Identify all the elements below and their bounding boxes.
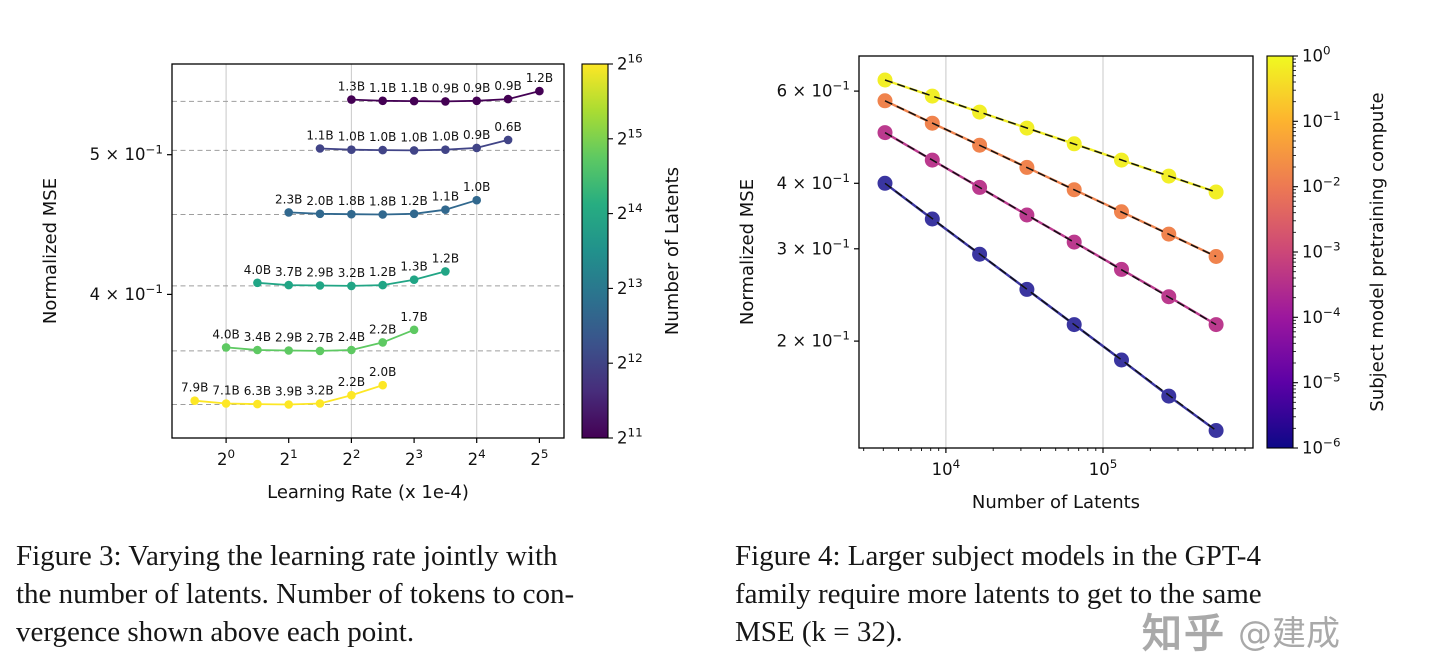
svg-text:20: 20: [217, 447, 235, 469]
svg-text:1.1B: 1.1B: [400, 81, 427, 95]
svg-text:7.1B: 7.1B: [212, 384, 239, 398]
svg-text:2.9B: 2.9B: [275, 331, 302, 345]
svg-text:23: 23: [405, 447, 423, 469]
svg-text:6 × 10−1: 6 × 10−1: [777, 79, 850, 101]
zhihu-watermark: 知乎 @建成: [1142, 601, 1340, 659]
svg-text:0.9B: 0.9B: [463, 81, 490, 95]
gridlines: [945, 56, 1104, 448]
svg-text:1.2B: 1.2B: [369, 265, 396, 279]
svg-text:3.2B: 3.2B: [306, 384, 333, 398]
svg-text:211: 211: [617, 426, 643, 448]
svg-text:3.9B: 3.9B: [275, 385, 302, 399]
series: [877, 72, 1224, 438]
svg-text:1.0B: 1.0B: [463, 180, 490, 194]
svg-text:214: 214: [617, 201, 643, 223]
svg-text:1.8B: 1.8B: [338, 194, 365, 208]
svg-text:22: 22: [342, 447, 360, 469]
svg-text:10−6: 10−6: [1302, 436, 1341, 458]
svg-text:1.2B: 1.2B: [432, 251, 459, 265]
axes: 20 21 22 23 24 25 5 × 10−1 4 × 10−1 Learning Rat…: [40, 142, 548, 503]
svg-text:5 × 10−1: 5 × 10−1: [90, 142, 163, 164]
svg-text:10−2: 10−2: [1302, 174, 1341, 196]
svg-text:1.0B: 1.0B: [369, 130, 396, 144]
figure4-caption: Figure 4: Larger subject models in the G…: [735, 537, 1440, 651]
svg-text:0.9B: 0.9B: [494, 79, 521, 93]
caption-line: family require more latents to get to th…: [735, 578, 1262, 610]
svg-text:2.0B: 2.0B: [306, 194, 333, 208]
zhihu-logo: 知乎: [1142, 611, 1226, 657]
svg-text:24: 24: [468, 447, 486, 469]
svg-text:2.7B: 2.7B: [306, 331, 333, 345]
caption-line: Figure 4: Larger subject models in the G…: [735, 540, 1261, 572]
svg-text:1.2B: 1.2B: [526, 71, 553, 85]
axes: 104 105 6 × 10−1 4 × 10−1 3 × 10−1 2 × 10−1 Nu…: [737, 79, 1246, 511]
svg-text:2.9B: 2.9B: [306, 266, 333, 280]
colorbar: 10−6 10−5 10−4 10−3 10−2 10−1 100 Subject model…: [1266, 44, 1388, 458]
svg-text:10−5: 10−5: [1302, 370, 1341, 392]
series: 7.9B 7.1B 6.3B 3.9B 3.2B 2.2B 2.0B 4.0B 3.4B 2.9B…: [181, 71, 553, 409]
svg-text:0.6B: 0.6B: [494, 120, 521, 134]
svg-text:1.0B: 1.0B: [338, 130, 365, 144]
svg-text:Number of Latents: Number of Latents: [972, 492, 1140, 511]
caption-line: vergence shown above each point.: [16, 616, 415, 648]
svg-text:Number of Latents: Number of Latents: [662, 167, 683, 335]
svg-text:3 × 10−1: 3 × 10−1: [777, 236, 850, 258]
svg-text:2 × 10−1: 2 × 10−1: [777, 329, 850, 351]
caption-line: MSE (k = 32).: [735, 616, 903, 648]
caption-line: the number of latents. Number of tokens …: [16, 578, 575, 610]
svg-text:Subject model pretraining comp: Subject model pretraining compute: [1367, 92, 1388, 411]
svg-text:6.3B: 6.3B: [244, 384, 271, 398]
svg-text:1.1B: 1.1B: [369, 81, 396, 95]
svg-text:Normalized MSE: Normalized MSE: [737, 179, 758, 325]
svg-text:3.7B: 3.7B: [275, 265, 302, 279]
svg-text:Learning Rate (x 1e-4): Learning Rate (x 1e-4): [267, 482, 469, 503]
svg-text:Normalized MSE: Normalized MSE: [40, 178, 61, 324]
svg-text:0.9B: 0.9B: [432, 81, 459, 95]
watermark-author: @建成: [1238, 613, 1340, 654]
svg-text:4.0B: 4.0B: [244, 263, 271, 277]
svg-text:1.3B: 1.3B: [338, 80, 365, 94]
svg-text:1.0B: 1.0B: [400, 130, 427, 144]
svg-text:10−1: 10−1: [1302, 109, 1341, 131]
figure4-panel: 104 105 6 × 10−1 4 × 10−1 3 × 10−1 2 × 10−1 Nu…: [733, 6, 1440, 651]
svg-text:1.3B: 1.3B: [400, 260, 427, 274]
svg-text:1.0B: 1.0B: [432, 130, 459, 144]
svg-text:2.3B: 2.3B: [275, 192, 302, 206]
svg-text:1.8B: 1.8B: [369, 195, 396, 209]
svg-text:1.1B: 1.1B: [306, 129, 333, 143]
figure3-chart: 7.9B 7.1B 6.3B 3.9B 3.2B 2.2B 2.0B 4.0B 3.4B 2.9B…: [40, 52, 683, 503]
svg-text:213: 213: [617, 276, 643, 298]
svg-text:216: 216: [617, 52, 643, 74]
svg-text:1.2B: 1.2B: [400, 194, 427, 208]
colorbar: 211 212 213 214 215 216 Number of Latents: [581, 52, 683, 448]
svg-text:1.1B: 1.1B: [432, 190, 459, 204]
svg-text:100: 100: [1302, 44, 1331, 66]
caption-line: Figure 3: Varying the learning rate join…: [16, 540, 558, 572]
svg-text:104: 104: [932, 457, 961, 479]
svg-text:25: 25: [530, 447, 548, 469]
svg-text:212: 212: [617, 351, 643, 373]
svg-text:105: 105: [1089, 457, 1118, 479]
svg-text:10−3: 10−3: [1302, 240, 1341, 262]
svg-text:4.0B: 4.0B: [212, 327, 239, 341]
svg-text:4 × 10−1: 4 × 10−1: [777, 171, 850, 193]
figure3-panel: 7.9B 7.1B 6.3B 3.9B 3.2B 2.2B 2.0B 4.0B 3.4B 2.9B…: [10, 6, 710, 651]
figure4-chart: 104 105 6 × 10−1 4 × 10−1 3 × 10−1 2 × 10−1 Nu…: [737, 44, 1388, 511]
figure3-caption: Figure 3: Varying the learning rate join…: [16, 537, 710, 651]
svg-text:3.4B: 3.4B: [244, 330, 271, 344]
svg-text:4 × 10−1: 4 × 10−1: [90, 282, 163, 304]
svg-text:2.2B: 2.2B: [338, 375, 365, 389]
svg-text:21: 21: [280, 447, 298, 469]
svg-text:2.0B: 2.0B: [369, 365, 396, 379]
svg-text:0.9B: 0.9B: [463, 128, 490, 142]
svg-text:215: 215: [617, 126, 643, 148]
svg-text:10−4: 10−4: [1302, 305, 1341, 327]
svg-text:3.2B: 3.2B: [338, 266, 365, 280]
svg-text:7.9B: 7.9B: [181, 381, 208, 395]
svg-text:1.7B: 1.7B: [400, 310, 427, 324]
svg-text:2.2B: 2.2B: [369, 322, 396, 336]
svg-text:2.4B: 2.4B: [338, 330, 365, 344]
